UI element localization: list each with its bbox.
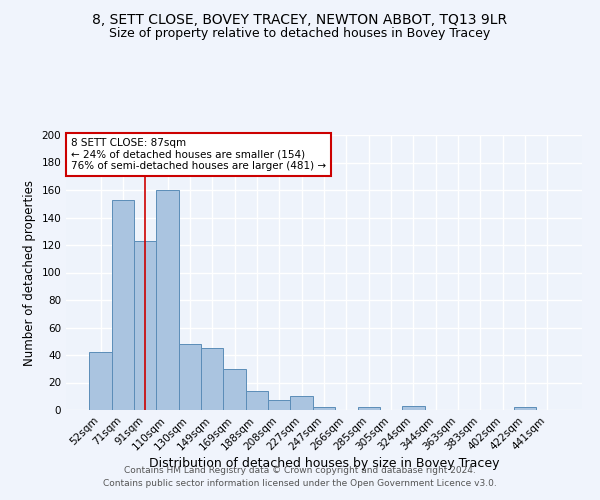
Bar: [246, 391, 268, 410]
Bar: [223, 369, 246, 410]
Bar: [89, 352, 112, 410]
Y-axis label: Number of detached properties: Number of detached properties: [23, 180, 36, 366]
Bar: [402, 406, 425, 410]
Text: Size of property relative to detached houses in Bovey Tracey: Size of property relative to detached ho…: [109, 28, 491, 40]
Text: Contains HM Land Registry data © Crown copyright and database right 2024.
Contai: Contains HM Land Registry data © Crown c…: [103, 466, 497, 487]
Bar: [179, 344, 201, 410]
Text: 8 SETT CLOSE: 87sqm
← 24% of detached houses are smaller (154)
76% of semi-detac: 8 SETT CLOSE: 87sqm ← 24% of detached ho…: [71, 138, 326, 171]
Bar: [157, 190, 179, 410]
Bar: [112, 200, 134, 410]
Bar: [514, 407, 536, 410]
Bar: [358, 407, 380, 410]
Bar: [290, 396, 313, 410]
Bar: [201, 348, 223, 410]
Bar: [268, 400, 290, 410]
Text: 8, SETT CLOSE, BOVEY TRACEY, NEWTON ABBOT, TQ13 9LR: 8, SETT CLOSE, BOVEY TRACEY, NEWTON ABBO…: [92, 12, 508, 26]
X-axis label: Distribution of detached houses by size in Bovey Tracey: Distribution of detached houses by size …: [149, 458, 499, 470]
Bar: [134, 241, 157, 410]
Bar: [313, 407, 335, 410]
